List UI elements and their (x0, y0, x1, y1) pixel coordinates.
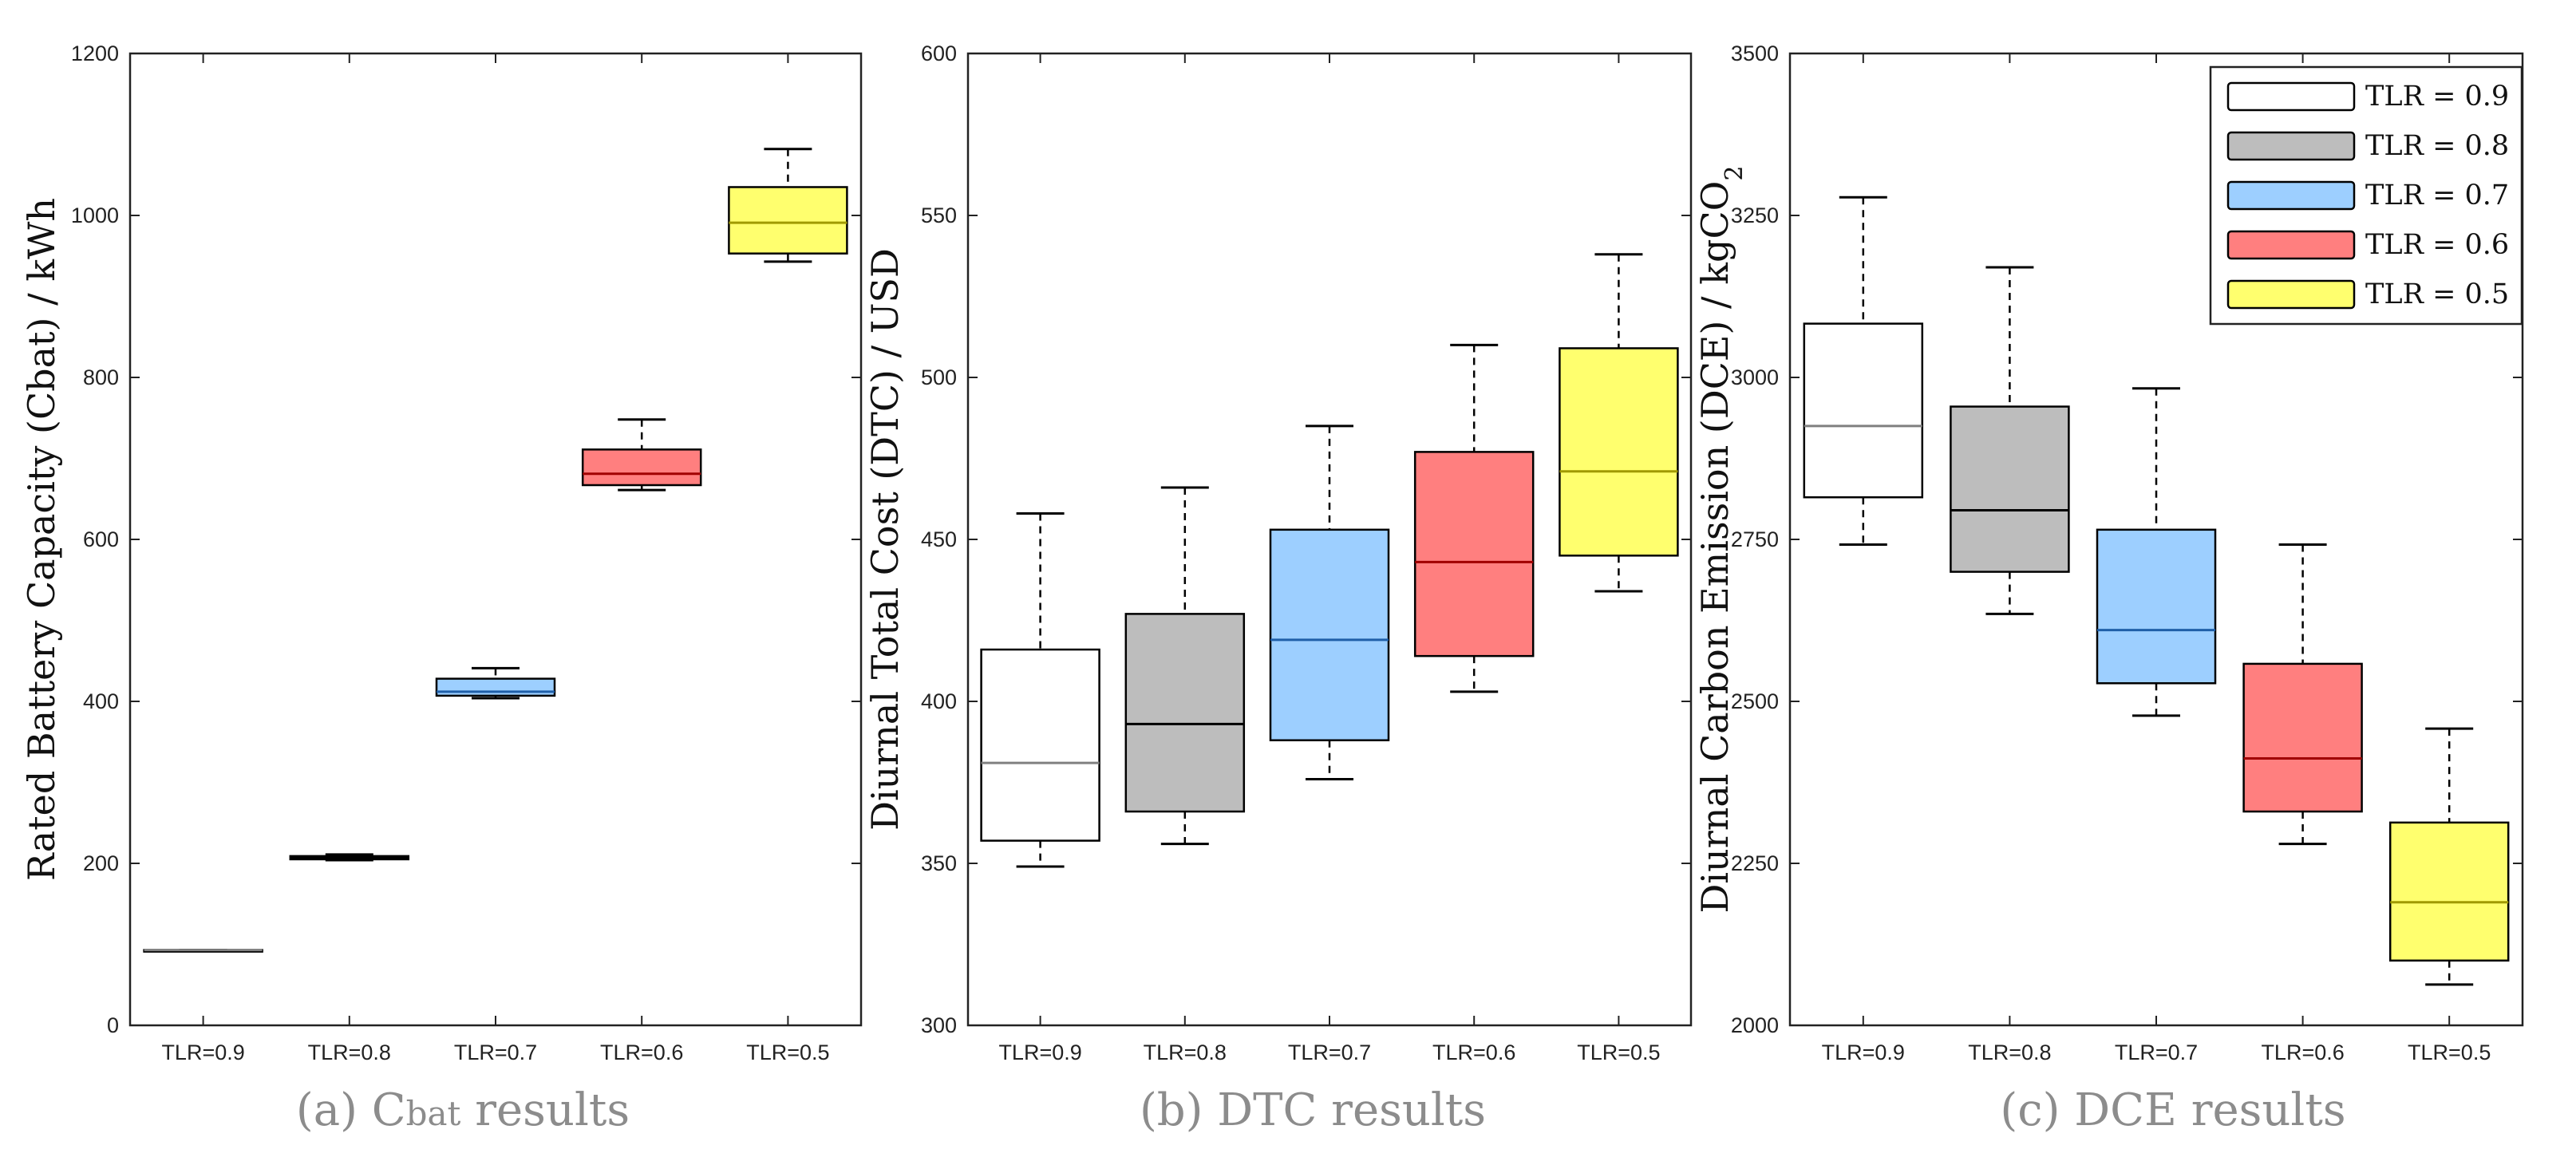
box-tlr09 (980, 512, 1100, 868)
panel-caption: (a) Cbat results (296, 1084, 630, 1136)
legend-swatch (2226, 230, 2356, 260)
x-tick-label: TLR=0.7 (2115, 1041, 2198, 1064)
box-tlr09 (1803, 195, 1924, 546)
iqr-box (1559, 347, 1679, 557)
legend-label: TLR = 0.6 (2365, 229, 2509, 261)
iqr-box (2388, 821, 2510, 962)
box-tlr09 (143, 949, 263, 953)
y-tick-label: 350 (921, 851, 957, 875)
y-tick-label: 1200 (71, 41, 119, 65)
y-tick-label: 400 (83, 689, 119, 713)
y-tick-label: 500 (921, 365, 957, 389)
x-tick-label: TLR=0.7 (1288, 1041, 1371, 1064)
legend: TLR = 0.9 TLR = 0.8 TLR = 0.7 TLR = 0.6 TLR … (2209, 65, 2523, 326)
legend-item: TLR = 0.7 (2226, 180, 2509, 211)
x-tick-label: TLR=0.5 (1577, 1041, 1660, 1064)
y-tick-label: 450 (921, 527, 957, 551)
chart-panel-2: 300 350 400 450 500 550 600 TLR=0.9 TLR=0.8 TLR=0… (863, 41, 1693, 1136)
x-tick-label: TLR=0.9 (998, 1041, 1081, 1064)
legend-swatch (2226, 131, 2356, 161)
y-tick-label: 600 (83, 527, 119, 551)
y-tick-label: 2000 (1731, 1013, 1779, 1037)
box-tlr06 (1413, 343, 1535, 693)
y-tick-label: 2500 (1731, 689, 1779, 713)
y-tick-label: 200 (83, 851, 119, 875)
panel-caption: (c) DCE results (2000, 1084, 2345, 1136)
y-tick-label: 550 (921, 203, 957, 227)
legend-item: TLR = 0.8 (2226, 130, 2509, 162)
x-tick-label: TLR=0.8 (308, 1041, 391, 1064)
legend-item: TLR = 0.5 (2226, 278, 2509, 310)
y-tick-label: 3250 (1731, 203, 1779, 227)
y-tick-label: 3000 (1731, 365, 1779, 389)
box-tlr08 (1950, 266, 2070, 615)
x-tick-label: TLR=0.5 (2408, 1041, 2491, 1064)
y-tick-label: 2250 (1731, 851, 1779, 875)
y-tick-label: 300 (921, 1013, 957, 1037)
box-tlr08 (289, 853, 410, 862)
legend-label: TLR = 0.9 (2365, 81, 2509, 113)
legend-item: TLR = 0.9 (2226, 81, 2509, 113)
iqr-box (2096, 528, 2217, 685)
iqr-box (1413, 451, 1535, 657)
legend-label: TLR = 0.8 (2365, 130, 2509, 162)
legend-item: TLR = 0.6 (2226, 229, 2509, 261)
y-tick-label: 1000 (71, 203, 119, 227)
panel-caption: (b) DTC results (1140, 1084, 1486, 1136)
caption-subscript: bat (406, 1094, 461, 1133)
legend-swatch (2226, 279, 2356, 310)
iqr-box (980, 648, 1100, 842)
iqr-box (1124, 613, 1246, 813)
x-tick-label: TLR=0.9 (161, 1041, 244, 1064)
legend-label: TLR = 0.5 (2365, 278, 2509, 310)
iqr-box (581, 448, 702, 487)
x-tick-label: TLR=0.8 (1968, 1041, 2051, 1064)
box-tlr07 (435, 666, 556, 700)
x-tick-label: TLR=0.5 (746, 1041, 829, 1064)
iqr-box (1803, 322, 1924, 499)
y-tick-label: 0 (107, 1013, 119, 1037)
iqr-box (435, 677, 556, 697)
box-tlr08 (1124, 486, 1246, 846)
x-tick-label: TLR=0.6 (600, 1041, 683, 1064)
y-tick-label: 2750 (1731, 527, 1779, 551)
x-tick-label: TLR=0.6 (2261, 1041, 2344, 1064)
legend-swatch (2226, 81, 2356, 112)
y-tick-label: 3500 (1731, 41, 1779, 65)
iqr-box (1269, 528, 1390, 741)
box-tlr05 (728, 148, 848, 263)
x-tick-label: TLR=0.8 (1144, 1041, 1227, 1064)
x-tick-label: TLR=0.6 (1432, 1041, 1515, 1064)
y-axis-title: Diurnal Total Cost (DTC) / USD (863, 248, 907, 831)
box-tlr05 (2388, 727, 2510, 986)
box-tlr06 (2242, 543, 2363, 846)
box-tlr06 (581, 418, 702, 492)
y-tick-label: 400 (921, 689, 957, 713)
box-tlr05 (1559, 253, 1679, 593)
x-tick-label: TLR=0.9 (1822, 1041, 1905, 1064)
box-tlr07 (2096, 387, 2217, 717)
iqr-box (2242, 662, 2363, 813)
box-tlr07 (1269, 424, 1390, 780)
y-tick-label: 800 (83, 365, 119, 389)
y-axis-title: Rated Battery Capacity (Cbat) / kWh (20, 198, 63, 881)
x-tick-label: TLR=0.7 (454, 1041, 537, 1064)
iqr-box (728, 186, 848, 255)
legend-label: TLR = 0.7 (2365, 180, 2509, 211)
legend-swatch (2226, 180, 2356, 211)
y-axis-title-subscript: 2 (1721, 166, 1748, 181)
y-tick-label: 600 (921, 41, 957, 65)
chart-panel-1: 0 200 400 600 800 1000 1200 TLR=0.9 TLR=0.8 TLR=0… (20, 41, 863, 1136)
iqr-box (1950, 405, 2070, 573)
